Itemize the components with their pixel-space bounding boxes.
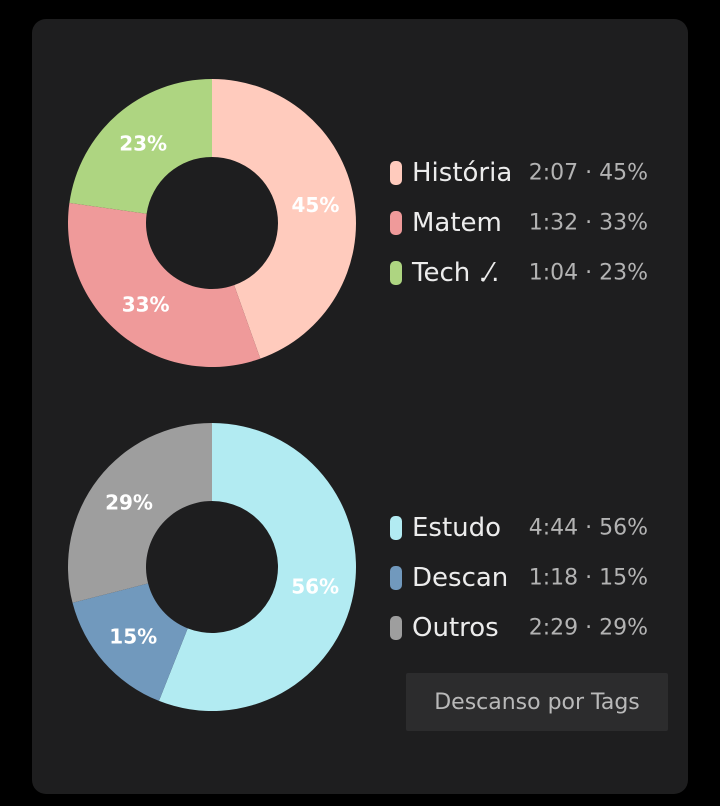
legend-value: 2:29 · 29% — [528, 615, 648, 641]
donut-slice-matem[interactable] — [68, 202, 261, 367]
legend-swatch — [390, 566, 402, 590]
legend-name: Outros — [412, 613, 499, 643]
legend-item-outros[interactable]: Outros 2:29 · 29% — [390, 603, 650, 653]
donut-slice-tech[interactable] — [69, 79, 213, 214]
legend-swatch — [390, 261, 402, 285]
stats-card: 45% 33% 23% História 2:07 · 45% Matem 1:32… — [32, 19, 688, 794]
legend-value: 1:18 · 15% — [528, 565, 648, 591]
legend-name: Matem — [412, 208, 502, 238]
donut-slice-outros[interactable] — [67, 423, 212, 603]
rest-by-tags-button[interactable]: Descanso por Tags — [406, 673, 668, 731]
legend-value: 1:04 · 23% — [528, 260, 648, 286]
legend-name: Descan — [412, 563, 509, 593]
legend-swatch — [390, 161, 402, 185]
legend-value: 4:44 · 56% — [528, 515, 648, 541]
legend-name: História — [412, 158, 513, 188]
legend-item-tech[interactable]: Tech .⁄. 1:04 · 23% — [390, 248, 650, 298]
slice-label-estudo: 56% — [291, 575, 339, 599]
subject-donut-svg: 45% 33% 23% — [68, 79, 356, 367]
legend-swatch — [390, 211, 402, 235]
slice-label-tech: 23% — [119, 132, 167, 156]
activity-donut-svg: 56% 15% 29% — [67, 423, 356, 711]
legend-item-descan[interactable]: Descan 1:18 · 15% — [390, 553, 650, 603]
donut-slice-descan[interactable] — [72, 583, 188, 701]
legend-item-historia[interactable]: História 2:07 · 45% — [390, 148, 650, 198]
subject-donut-chart: 45% 33% 23% — [32, 75, 688, 375]
legend-value: 1:32 · 33% — [528, 210, 648, 236]
legend-swatch — [390, 516, 402, 540]
legend-value: 2:07 · 45% — [528, 160, 648, 186]
slice-label-descan: 15% — [109, 624, 157, 648]
legend-item-matem[interactable]: Matem 1:32 · 33% — [390, 198, 650, 248]
subject-legend: História 2:07 · 45% Matem 1:32 · 33% Tec… — [390, 148, 650, 298]
donut-slice-estudo[interactable] — [158, 423, 356, 711]
activity-donut-chart: 56% 15% 29% — [32, 419, 688, 719]
slice-label-historia: 45% — [292, 193, 340, 217]
legend-swatch — [390, 616, 402, 640]
slice-label-matem: 33% — [122, 292, 170, 316]
legend-name: Tech .⁄. — [412, 258, 500, 288]
legend-name: Estudo — [412, 513, 502, 543]
legend-item-estudo[interactable]: Estudo 4:44 · 56% — [390, 503, 650, 553]
activity-legend: Estudo 4:44 · 56% Descan 1:18 · 15% Outr… — [390, 503, 650, 653]
donut-slice-historia[interactable] — [212, 79, 356, 359]
slice-label-outros: 29% — [105, 491, 153, 515]
